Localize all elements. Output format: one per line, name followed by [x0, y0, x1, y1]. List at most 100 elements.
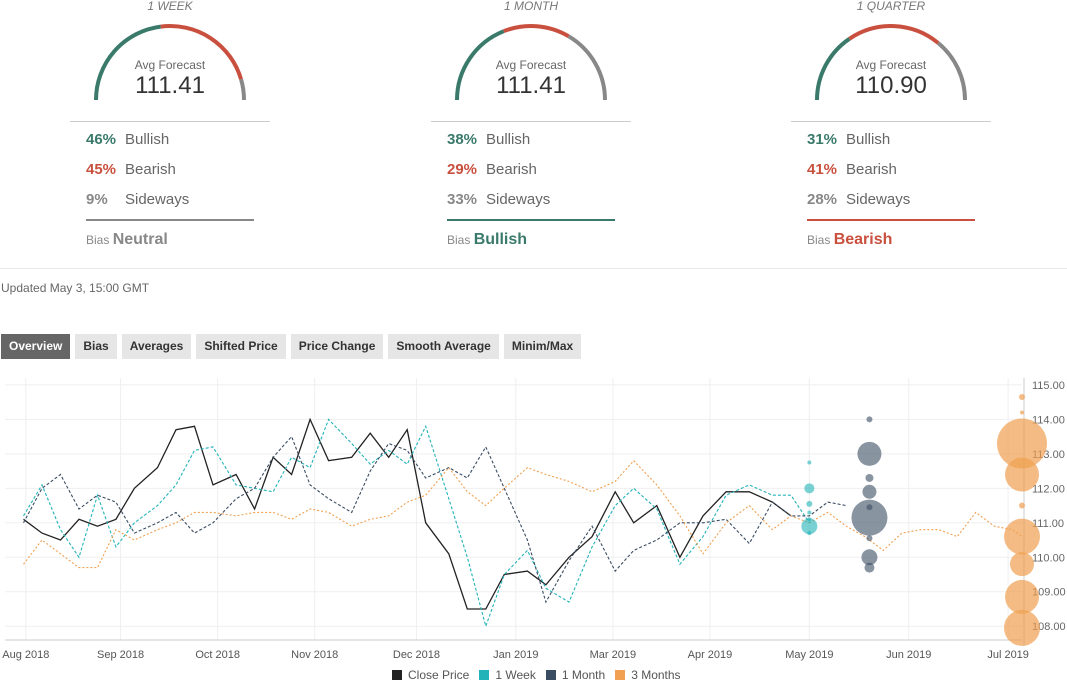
x-tick-label: Aug 2018	[2, 649, 49, 661]
bearish-percent: 41%	[807, 161, 838, 178]
y-tick-label: 115.00	[1032, 380, 1065, 392]
gauge-segment-bearish	[160, 24, 243, 80]
sideways-row: 33% Sideways	[447, 191, 550, 208]
bullish-label: Bullish	[125, 131, 170, 148]
forecast-bubble-month	[857, 441, 882, 466]
forecast-bubble-month	[862, 484, 877, 499]
forecast-bubble-quarter	[1005, 579, 1039, 614]
chart-legend: Close Price 1 Week 1 Month 3 Months	[392, 668, 691, 682]
series-line-quarter	[23, 459, 1023, 569]
tab-averages[interactable]: Averages	[121, 334, 192, 359]
bearish-label: Bearish	[125, 161, 176, 178]
bullish-row: 31% Bullish	[807, 131, 890, 148]
forecast-bubble-month	[851, 499, 888, 536]
series-line-close	[23, 417, 792, 610]
gauge-segment-bullish	[815, 37, 851, 101]
bias-underline	[807, 219, 975, 221]
legend-swatch	[615, 670, 626, 680]
forecast-bubble-month	[865, 473, 874, 482]
forecast-bubble-week	[801, 518, 818, 535]
forecast-panel-1-quarter: 1 QUARTER Avg Forecast 110.90 31% Bullish 41%…	[791, 0, 1067, 260]
tab-overview[interactable]: Overview	[1, 334, 71, 359]
forecast-bubble-quarter	[1020, 410, 1024, 415]
forecast-bubble-week	[807, 460, 812, 465]
forecast-bubble-week	[804, 483, 815, 494]
forecast-bubble-week	[806, 500, 813, 507]
sideways-percent: 28%	[807, 191, 838, 208]
gauge-segment-sideways	[936, 41, 967, 101]
avg-forecast-value: 111.41	[496, 72, 566, 99]
forecast-bubble-month	[861, 549, 878, 566]
period-label: 1 QUARTER	[856, 0, 926, 13]
forecast-bubble-week	[807, 531, 812, 536]
gauge-segment-sideways	[239, 78, 246, 101]
tab-bias[interactable]: Bias	[75, 334, 117, 359]
bias: Bias Neutral	[86, 231, 168, 249]
legend-swatch	[545, 670, 556, 680]
bias-underline	[86, 219, 254, 221]
forecast-panel-1-week: 1 WEEK Avg Forecast 111.41 46% Bullish 45% Bea…	[70, 0, 430, 260]
forecast-bubble-quarter	[997, 418, 1047, 469]
legend-item-close[interactable]: Close Price	[392, 668, 469, 682]
bullish-label: Bullish	[846, 131, 891, 148]
forecast-bubble-quarter	[1004, 518, 1040, 555]
bias-value: Neutral	[112, 231, 168, 248]
forecast-gauge	[815, 24, 967, 101]
tab-price-change[interactable]: Price Change	[290, 334, 384, 359]
x-tick-label: Jul 2019	[987, 649, 1029, 661]
bias: Bias Bearish	[807, 231, 892, 249]
bearish-percent: 29%	[447, 161, 478, 178]
legend-item-month[interactable]: 1 Month	[545, 668, 605, 682]
bearish-row: 29% Bearish	[447, 161, 537, 178]
avg-forecast-label: Avg Forecast	[134, 58, 206, 72]
forecast-bubble-quarter	[1019, 502, 1025, 509]
period-label: 1 WEEK	[147, 0, 193, 13]
bias-label: Bias	[86, 233, 110, 247]
x-tick-label: May 2019	[785, 649, 833, 661]
forecast-bubble-week	[807, 510, 812, 515]
bearish-row: 45% Bearish	[86, 161, 176, 178]
x-tick-label: Sep 2018	[97, 649, 144, 661]
x-tick-label: Dec 2018	[393, 649, 440, 661]
series-line-month	[23, 435, 847, 604]
forecast-bubble-quarter	[1005, 457, 1039, 492]
bullish-percent: 46%	[86, 131, 117, 148]
gauge-segment-bearish	[848, 24, 940, 45]
sideways-percent: 9%	[86, 191, 108, 208]
y-tick-label: 112.00	[1032, 483, 1065, 495]
legend-swatch	[392, 670, 402, 680]
bullish-label: Bullish	[486, 131, 531, 148]
y-tick-label: 110.00	[1032, 552, 1065, 564]
bullish-row: 38% Bullish	[447, 131, 530, 148]
bearish-label: Bearish	[846, 161, 897, 178]
gauge-segment-bearish	[503, 24, 570, 39]
legend-item-quarter[interactable]: 3 Months	[615, 668, 681, 682]
forecast-gauge	[455, 24, 607, 101]
forecast-bubble-quarter	[1010, 552, 1034, 577]
x-tick-label: Apr 2019	[688, 649, 733, 661]
bearish-percent: 45%	[86, 161, 117, 178]
avg-forecast-label: Avg Forecast	[495, 58, 567, 72]
x-tick-label: Jun 2019	[886, 649, 931, 661]
avg-forecast-value: 111.41	[135, 72, 205, 99]
series-line-week	[23, 418, 810, 629]
bias-value: Bullish	[473, 231, 528, 248]
tab-shifted-price[interactable]: Shifted Price	[196, 334, 286, 359]
chart-tabs: Overview Bias Averages Shifted Price Price C…	[1, 334, 586, 359]
bias-label: Bias	[447, 233, 471, 247]
x-tick-label: Nov 2018	[291, 649, 338, 661]
period-label: 1 MONTH	[504, 0, 558, 13]
tab-smooth-average[interactable]: Smooth Average	[388, 334, 499, 359]
y-tick-label: 109.00	[1032, 587, 1066, 599]
legend-item-week[interactable]: 1 Week	[479, 668, 536, 682]
bullish-percent: 31%	[807, 131, 838, 148]
sideways-percent: 33%	[447, 191, 478, 208]
bearish-label: Bearish	[486, 161, 537, 178]
y-tick-label: 114.00	[1032, 414, 1065, 426]
updated-timestamp: Updated May 3, 15:00 GMT	[1, 281, 150, 295]
sideways-label: Sideways	[125, 191, 190, 208]
tab-minim-max[interactable]: Minim/Max	[503, 334, 582, 359]
sideways-row: 28% Sideways	[807, 191, 910, 208]
sideways-label: Sideways	[846, 191, 911, 208]
section-divider	[0, 268, 1067, 269]
